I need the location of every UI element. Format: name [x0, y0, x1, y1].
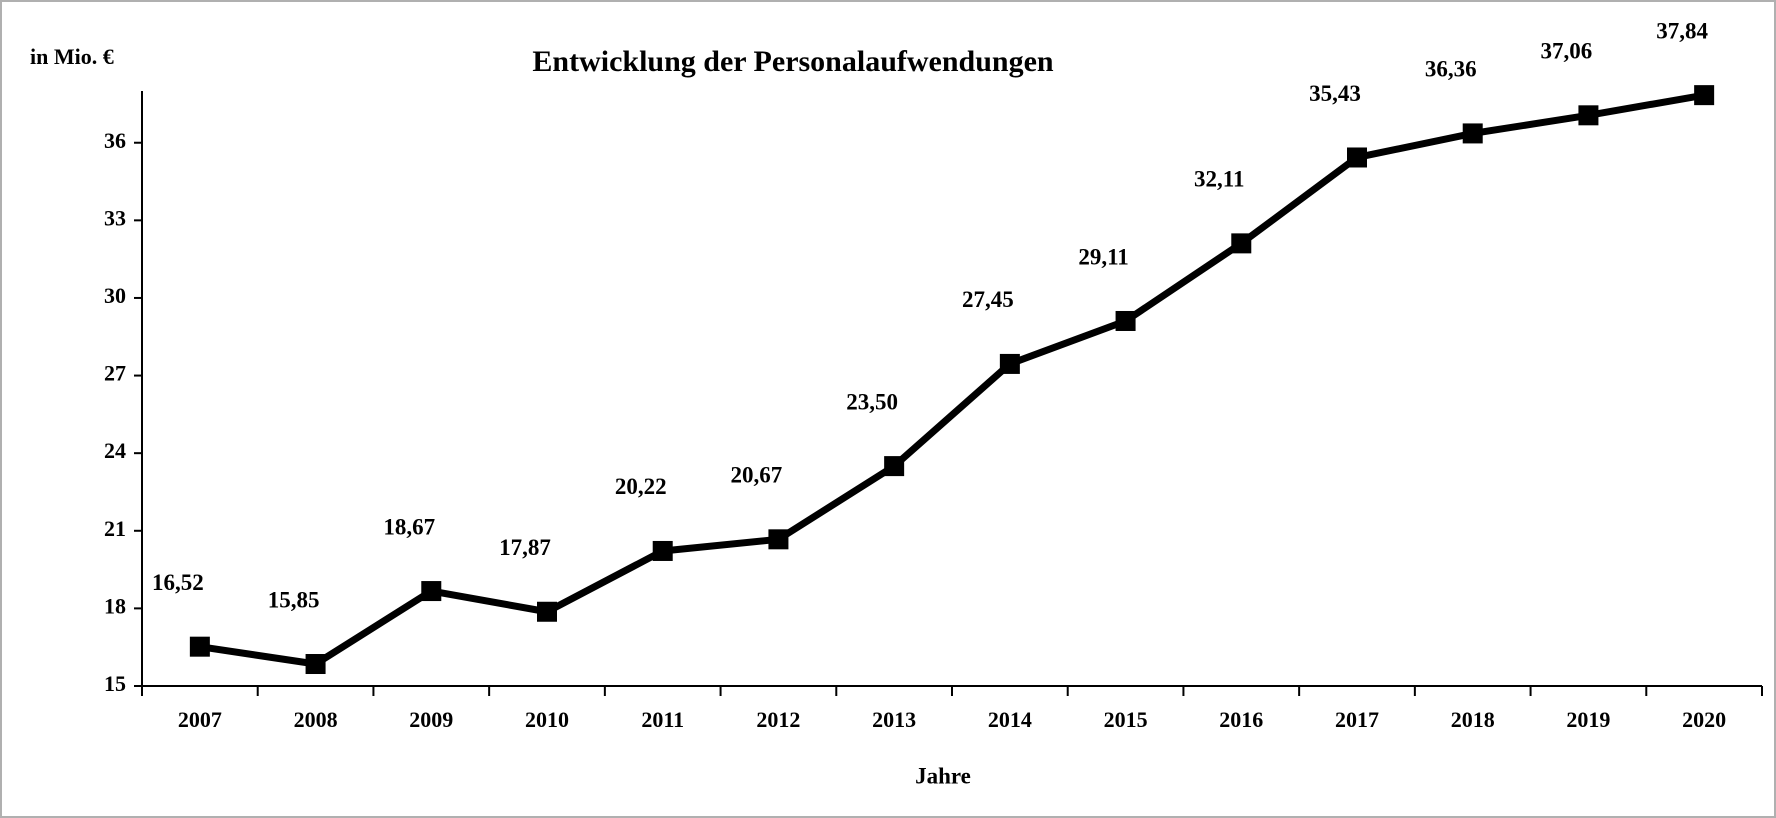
y-tick-label: 21 [104, 516, 126, 541]
y-tick-label: 30 [104, 283, 126, 308]
marker [1694, 85, 1715, 106]
data-label: 35,43 [1309, 81, 1361, 106]
data-label: 23,50 [846, 389, 898, 414]
data-label: 16,52 [152, 570, 204, 595]
line [199, 91, 1705, 668]
x-tick-label: 2008 [294, 707, 338, 732]
x-tick-label: 2019 [1566, 707, 1610, 732]
y-tick-label: 18 [104, 593, 126, 618]
y-axis-label: in Mio. € [30, 44, 114, 69]
marker [1115, 310, 1136, 331]
x-tick-label: 2020 [1682, 707, 1726, 732]
x-tick-label: 2009 [409, 707, 453, 732]
x-tick-label: 2018 [1451, 707, 1495, 732]
x-tick-label: 2014 [988, 707, 1032, 732]
data-label: 29,11 [1078, 244, 1128, 269]
y-tick-label: 33 [104, 205, 126, 230]
marker [1462, 123, 1483, 144]
marker [999, 353, 1020, 374]
marker [1231, 233, 1252, 254]
data-label: 32,11 [1194, 167, 1244, 192]
chart-title: Entwicklung der Personalaufwendungen [532, 45, 1054, 78]
x-tick-label: 2017 [1335, 707, 1379, 732]
x-tick-label: 2016 [1219, 707, 1263, 732]
data-label: 18,67 [383, 514, 435, 539]
x-tick-label: 2015 [1104, 707, 1148, 732]
data-label: 15,85 [268, 587, 320, 612]
y-tick-label: 27 [104, 361, 126, 386]
x-tick-label: 2011 [641, 707, 684, 732]
y-tick-label: 24 [104, 438, 126, 463]
y-tick-label: 15 [104, 671, 126, 696]
x-tick-label: 2012 [756, 707, 800, 732]
data-label: 37,06 [1541, 39, 1593, 64]
y-tick-label: 36 [104, 128, 126, 153]
data-label: 27,45 [962, 287, 1014, 312]
x-tick-label: 2007 [178, 707, 222, 732]
marker [1578, 105, 1599, 126]
marker [768, 529, 789, 550]
marker [884, 456, 905, 477]
marker [305, 654, 326, 675]
marker [421, 581, 442, 602]
marker [652, 540, 673, 561]
marker [1347, 147, 1367, 168]
marker [537, 601, 557, 622]
data-label: 37,84 [1656, 18, 1708, 43]
data-label: 17,87 [499, 535, 551, 560]
data-label: 20,67 [731, 463, 783, 488]
data-label: 20,22 [615, 474, 667, 499]
marker [189, 636, 210, 657]
x-tick-label: 2013 [872, 707, 916, 732]
data-label: 36,36 [1425, 57, 1477, 82]
x-axis-label: Jahre [915, 763, 971, 788]
x-tick-label: 2010 [525, 707, 569, 732]
